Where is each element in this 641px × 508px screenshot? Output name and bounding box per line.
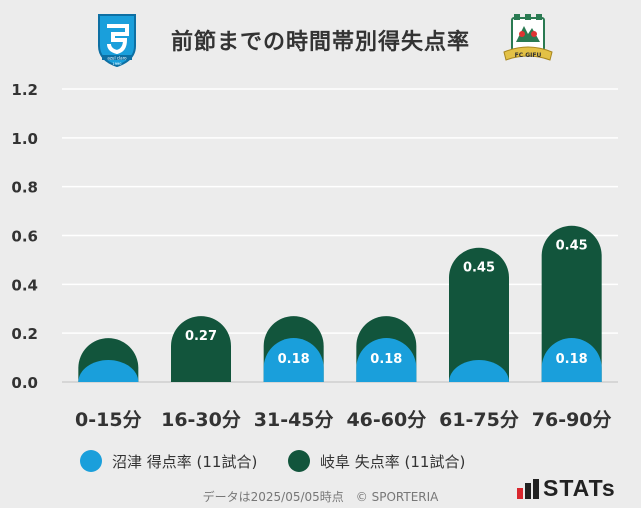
bar-numazu	[78, 360, 139, 382]
x-tick-label: 31-45分	[254, 409, 334, 431]
right-logo-text: FC GIFU	[515, 52, 542, 59]
stats-brand-text: STATs	[543, 475, 616, 501]
bar-gifu	[449, 247, 509, 382]
y-tick-label: 0.8	[11, 179, 38, 197]
left-logo-year: 1990	[113, 62, 122, 66]
data-label-numazu: 0.18	[556, 352, 588, 367]
x-tick-label: 76-90分	[532, 409, 612, 431]
bar-numazu	[449, 360, 509, 382]
x-tick-label: 0-15分	[75, 409, 142, 431]
legend-swatch-numazu	[80, 450, 102, 472]
data-label-gifu: 0.27	[185, 329, 217, 344]
x-tick-label: 46-60分	[346, 409, 426, 431]
y-tick-label: 1.0	[11, 130, 38, 148]
chart-title: 前節までの時間帯別得失点率	[170, 30, 470, 55]
x-tick-label: 61-75分	[439, 409, 519, 431]
data-label-gifu: 0.45	[556, 239, 588, 254]
y-tick-label: 0.6	[11, 228, 38, 246]
data-date-footer: データは2025/05/05時点 © SPORTERIA	[202, 490, 439, 504]
legend-label-gifu: 岐阜 失点率 (11試合)	[320, 452, 466, 471]
y-tick-label: 0.2	[11, 325, 38, 343]
azul-claro-logo: azul claro 1990	[96, 12, 138, 72]
legend-swatch-gifu	[288, 450, 310, 472]
bar-gifu	[171, 316, 232, 382]
fc-gifu-logo: FC GIFU	[500, 12, 556, 74]
left-logo-text: azul claro	[107, 56, 127, 61]
bar-numazu	[263, 338, 324, 382]
y-tick-label: 0.4	[11, 276, 38, 294]
bar-numazu	[541, 338, 602, 382]
y-tick-label: 1.2	[11, 81, 38, 99]
y-tick-label: 0.0	[11, 374, 38, 392]
data-label-gifu: 0.45	[463, 261, 495, 276]
stats-brand: STATs	[517, 475, 616, 502]
data-label-numazu: 0.18	[278, 352, 310, 367]
data-label-numazu: 0.18	[370, 352, 402, 367]
x-tick-label: 16-30分	[161, 409, 241, 431]
bar-numazu	[356, 338, 417, 382]
legend-item-numazu: 沼津 得点率 (11試合)	[80, 450, 257, 472]
legend-item-gifu: 岐阜 失点率 (11試合)	[288, 450, 465, 472]
stats-bars-icon	[517, 478, 539, 499]
legend-label-numazu: 沼津 得点率 (11試合)	[112, 452, 258, 471]
